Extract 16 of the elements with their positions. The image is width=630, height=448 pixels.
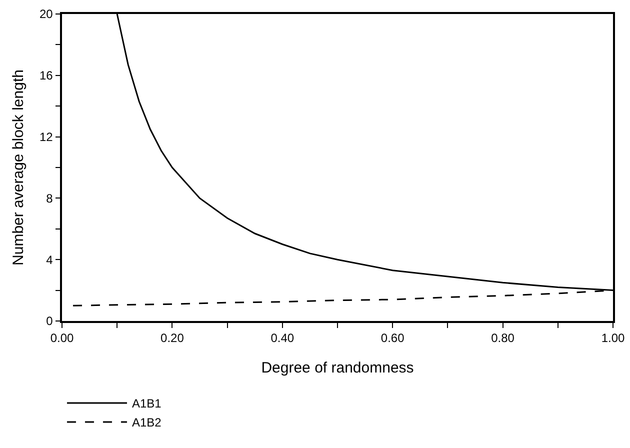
y-tick-label: 4	[46, 252, 54, 267]
x-tick-label: 0.60	[380, 331, 405, 346]
x-tick-label: 1.00	[601, 331, 625, 346]
y-tick-label: 8	[46, 191, 54, 206]
x-tick-label: 0.40	[270, 331, 294, 346]
y-tick-label: 0	[46, 314, 54, 328]
legend-label: A1B1	[132, 396, 162, 411]
y-tick-label: 20	[39, 7, 54, 22]
x-tick-label: 0.00	[50, 331, 74, 346]
y-tick-label: 12	[39, 130, 54, 144]
x-tick-label: 0.80	[491, 331, 515, 346]
y-axis-title: Number average block length	[10, 70, 28, 266]
x-axis-title: Degree of randomness	[261, 360, 414, 377]
y-tick-label: 16	[39, 68, 54, 83]
x-tick-label: 0.20	[160, 331, 184, 346]
legend-label: A1B2	[132, 416, 162, 430]
